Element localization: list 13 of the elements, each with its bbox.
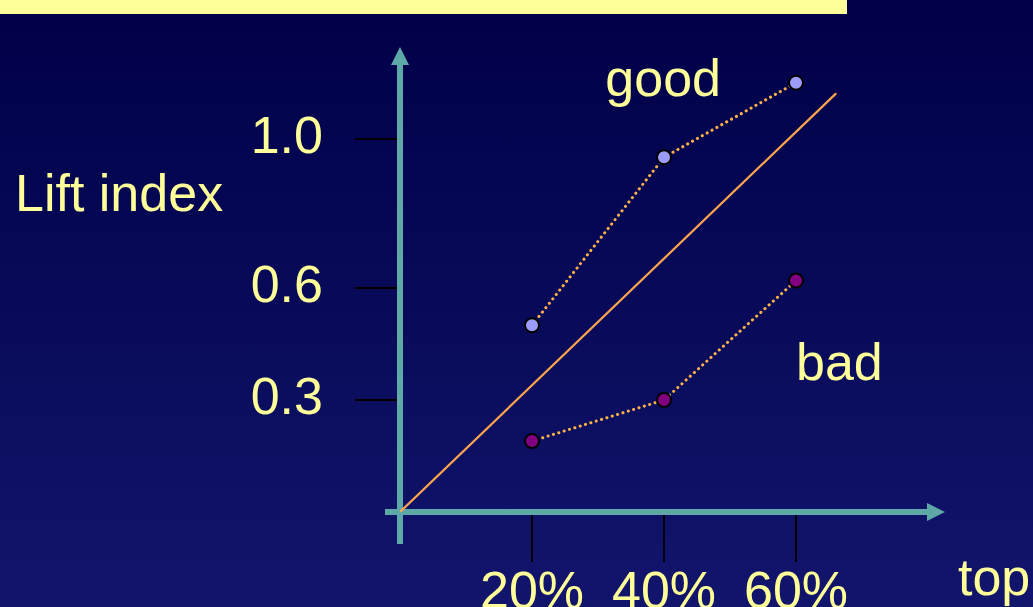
y-tick-label: 1.0 — [250, 106, 323, 165]
series-label: good — [605, 48, 721, 107]
point — [524, 433, 540, 450]
y-axis-title: Lift index — [15, 164, 224, 223]
point — [656, 149, 672, 166]
point — [524, 317, 540, 334]
point — [656, 392, 672, 408]
y-tick-label: 0.3 — [250, 367, 323, 426]
point — [788, 272, 804, 289]
series-label: bad — [796, 332, 883, 391]
point — [788, 74, 804, 91]
x-axis-title: top — [958, 548, 1031, 606]
y-tick-label: 0.6 — [250, 255, 323, 314]
